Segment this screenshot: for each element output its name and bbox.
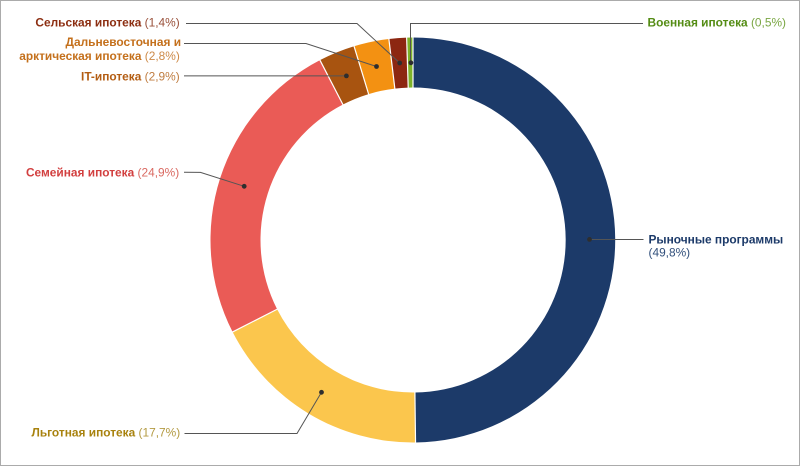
svg-text:Рыночные программы: Рыночные программы	[649, 233, 784, 247]
svg-text:арктическая ипотека (2,8%): арктическая ипотека (2,8%)	[19, 49, 180, 63]
svg-text:Дальневосточная и: Дальневосточная и	[66, 35, 182, 49]
svg-text:IT-ипотека (2,9%): IT-ипотека (2,9%)	[81, 69, 180, 83]
svg-text:Военная ипотека (0,5%): Военная ипотека (0,5%)	[648, 16, 787, 30]
svg-text:Льготная ипотека (17,7%): Льготная ипотека (17,7%)	[31, 426, 180, 440]
svg-text:(49,8%): (49,8%)	[649, 246, 691, 260]
svg-text:Сельская ипотека (1,4%): Сельская ипотека (1,4%)	[35, 15, 179, 29]
svg-text:Семейная ипотека (24,9%): Семейная ипотека (24,9%)	[26, 166, 179, 180]
